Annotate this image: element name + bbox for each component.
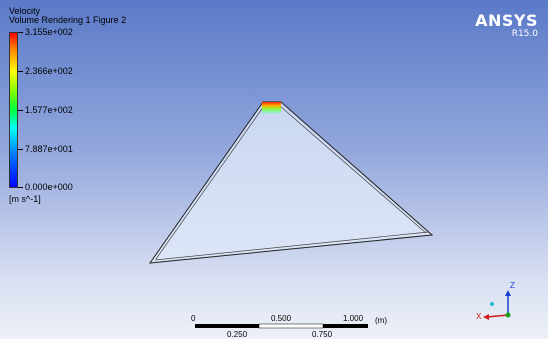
legend-tick-label: 0.000e+000 xyxy=(25,182,73,192)
scale-label: 0.500 xyxy=(271,314,292,323)
legend-unit: [m s^-1] xyxy=(9,194,41,204)
brand-version: R15.0 xyxy=(511,29,538,39)
legend-tick xyxy=(18,71,23,72)
color-legend-bar[interactable] xyxy=(9,32,18,188)
legend-subtitle: Volume Rendering 1 Figure 2 xyxy=(9,15,127,25)
axis-triad[interactable] xyxy=(483,290,511,320)
legend-tick xyxy=(18,149,23,150)
legend-tick xyxy=(18,32,23,33)
scale-label: 0.750 xyxy=(312,330,333,339)
velocity-hotspot xyxy=(262,102,281,114)
legend-variable: Velocity xyxy=(9,6,41,16)
scale-label: 0.250 xyxy=(227,330,248,339)
legend-title: Velocity Volume Rendering 1 Figure 2 xyxy=(9,7,126,25)
nozzle-geometry[interactable] xyxy=(148,101,434,264)
axis-z-label: Z xyxy=(510,281,515,290)
ansys-logo: ANSYS R15.0 xyxy=(475,11,538,40)
legend-tick-label: 1.577e+002 xyxy=(25,105,73,115)
legend-tick-label: 3.155e+002 xyxy=(25,27,73,37)
axis-x-label: X xyxy=(476,312,482,321)
legend-tick-label: 7.887e+001 xyxy=(25,144,73,154)
legend-tick xyxy=(18,187,23,188)
scale-label: 0 xyxy=(191,314,196,323)
scale-unit: (m) xyxy=(375,316,387,325)
legend-tick xyxy=(18,110,23,111)
scale-bar xyxy=(195,323,368,329)
legend-tick-label: 2.366e+002 xyxy=(25,66,73,76)
scale-label: 1.000 xyxy=(343,314,364,323)
brand-name: ANSYS xyxy=(475,11,538,30)
